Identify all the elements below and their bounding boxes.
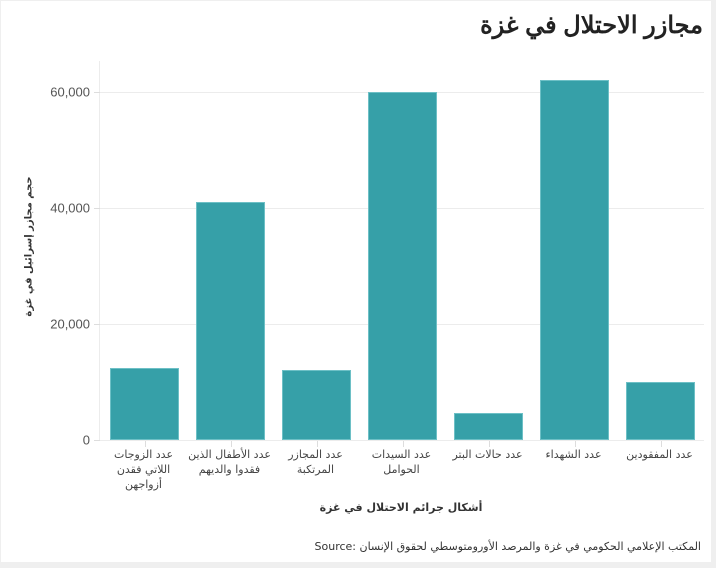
chart-title: مجازر الاحتلال في غزة <box>480 12 703 39</box>
x-tick-mark <box>144 441 146 447</box>
x-tick-label: عدد الأطفال الذين فقدوا والديهم <box>188 448 271 476</box>
source-note: المكتب الإعلامي الحكومي في غزة والمرصد ا… <box>314 540 701 553</box>
y-tick-label: 60,000 <box>50 84 90 100</box>
y-tick-mark <box>94 324 100 325</box>
bar[interactable] <box>626 382 695 440</box>
x-tick-mark <box>230 441 232 447</box>
bar[interactable] <box>368 92 437 440</box>
x-tick-label: عدد حالات البتر <box>452 448 523 461</box>
x-tick-label: عدد الزوجات اللاتي فقدن أزواجهن <box>113 448 174 491</box>
y-tick-mark <box>94 440 100 441</box>
x-tick-mark <box>660 441 662 447</box>
y-tick-label: 40,000 <box>50 200 90 216</box>
x-axis-title: أشكال جرائم الاحتلال في غزة <box>319 501 483 514</box>
x-tick-label: عدد المفقودين <box>626 448 693 461</box>
x-tick-mark <box>402 441 404 447</box>
bar[interactable] <box>196 202 265 440</box>
x-tick-mark <box>574 441 576 447</box>
x-tick-label: عدد السيدات الحوامل <box>371 448 432 476</box>
x-tick-label: عدد المجازر المرتكبة <box>288 448 343 476</box>
bar[interactable] <box>282 370 351 440</box>
y-tick-mark <box>94 92 100 93</box>
chart-card: مجازر الاحتلال في غزة حجم مجازر إسرائيل … <box>1 1 711 562</box>
x-tick-mark <box>488 441 490 447</box>
gridline <box>100 440 704 441</box>
plot-area: 0 20,000 40,000 60,000 <box>50 61 704 448</box>
bar[interactable] <box>540 80 609 440</box>
y-tick-label: 20,000 <box>50 316 90 332</box>
y-tick-mark <box>94 208 100 209</box>
y-tick-label: 0 <box>82 432 90 448</box>
x-tick-label: عدد الشهداء <box>545 448 602 461</box>
x-tick-mark <box>316 441 318 447</box>
bar[interactable] <box>110 367 179 440</box>
bar[interactable] <box>454 412 523 440</box>
